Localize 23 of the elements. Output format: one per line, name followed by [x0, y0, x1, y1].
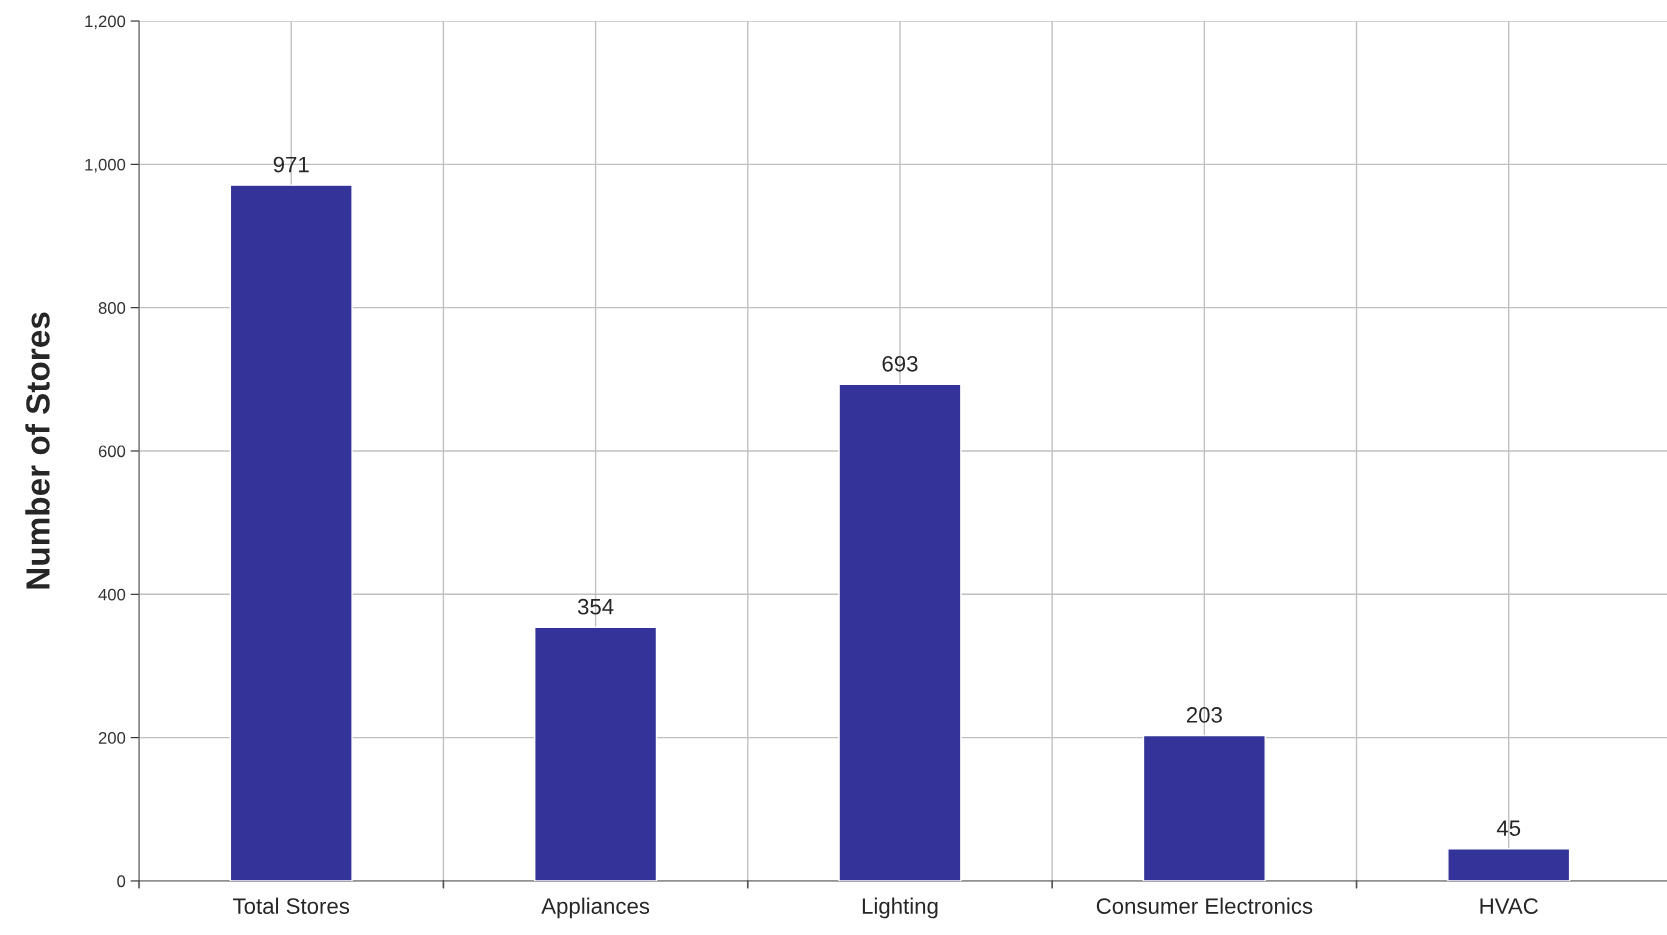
- data-label: 203: [1186, 707, 1222, 723]
- y-tick-label: 800: [98, 302, 126, 314]
- bar: [534, 626, 658, 881]
- bar: [1447, 848, 1571, 881]
- data-label: 354: [577, 598, 614, 615]
- y-axis-title: Number of Stores: [25, 312, 50, 589]
- y-tick-label: 400: [98, 588, 126, 601]
- data-label: 971: [273, 156, 309, 173]
- bar: [838, 383, 962, 881]
- y-tick-label: 200: [98, 732, 126, 744]
- y-tick-label: 1,000: [85, 158, 126, 173]
- y-tick-label: 0: [117, 875, 126, 888]
- y-tick-label: 1,200: [85, 15, 126, 30]
- x-tick-label: Consumer Electronics: [1096, 897, 1313, 914]
- data-label: 45: [1496, 820, 1521, 836]
- bar: [1142, 734, 1266, 881]
- y-tick-label: 600: [98, 445, 126, 458]
- x-tick-label: Appliances: [541, 897, 650, 919]
- x-tick-label: Lighting: [862, 897, 938, 919]
- bar: [229, 184, 353, 881]
- x-tick-label: Total Stores: [233, 897, 350, 914]
- x-tick-label: HVAC: [1480, 898, 1538, 914]
- data-label: 693: [882, 355, 918, 372]
